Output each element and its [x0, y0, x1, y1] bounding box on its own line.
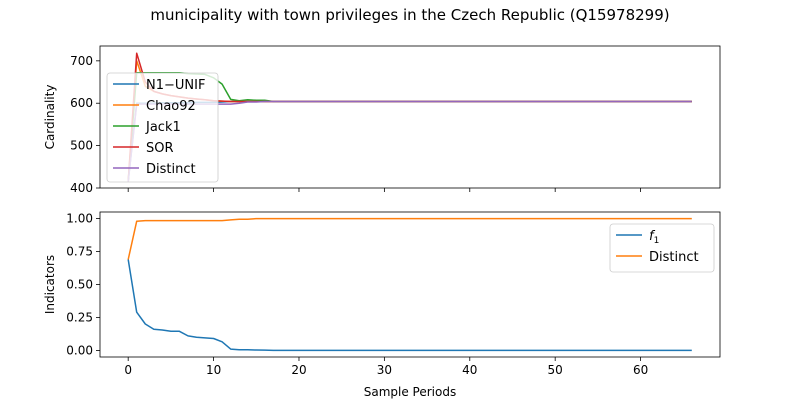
plot-frame [99, 45, 721, 189]
chart-title: municipality with town privileges in the… [150, 6, 669, 24]
y-tick-label: 400 [70, 181, 93, 195]
y-tick-label: 500 [70, 139, 93, 153]
x-tick-label: 10 [206, 363, 221, 377]
y-tick-label: 1.00 [66, 212, 93, 226]
x-axis-label: Sample Periods [364, 385, 456, 399]
y-tick-label: 0.75 [66, 245, 93, 259]
y-tick-label: 0.50 [66, 278, 93, 292]
x-tick-label: 30 [377, 363, 392, 377]
series-line-1 [127, 217, 692, 260]
legend-label: Distinct [146, 162, 196, 177]
indicators-panel: 0 10 20 30 40 50 60 0.00 0.25 0.50 0.75 1.00 Indicat… [43, 212, 721, 399]
legend-label: Chao92 [146, 99, 196, 114]
x-tick-label: 20 [291, 363, 306, 377]
x-tick-label: 50 [548, 363, 563, 377]
y-axis-label: Cardinality [43, 85, 57, 150]
legend-label: Jack1 [145, 120, 181, 135]
y-tick-label: 0.25 [66, 310, 93, 324]
legend: f1 Distinct [609, 223, 715, 273]
series-line-0 [127, 259, 692, 352]
y-tick-label: 700 [70, 54, 93, 68]
x-tick-label: 0 [124, 363, 132, 377]
cardinality-panel: 400 500 600 700 Cardinality N1−UNIF Chao92 Jack… [43, 45, 721, 195]
legend: N1−UNIF Chao92 Jack1 SOR Distinct [106, 72, 219, 183]
y-tick-label: 0.00 [66, 343, 93, 357]
legend-label-subscript: 1 [654, 236, 660, 246]
legend-box [106, 72, 219, 183]
legend-label: f1 [649, 229, 659, 246]
y-tick-label: 600 [70, 96, 93, 110]
x-tick-label: 60 [633, 363, 648, 377]
legend-label: Distinct [649, 250, 699, 265]
x-tick-label: 40 [462, 363, 477, 377]
legend-label: N1−UNIF [146, 78, 205, 93]
legend-label: SOR [146, 141, 174, 156]
y-axis-label: Indicators [43, 255, 57, 314]
legend-box [609, 223, 715, 273]
